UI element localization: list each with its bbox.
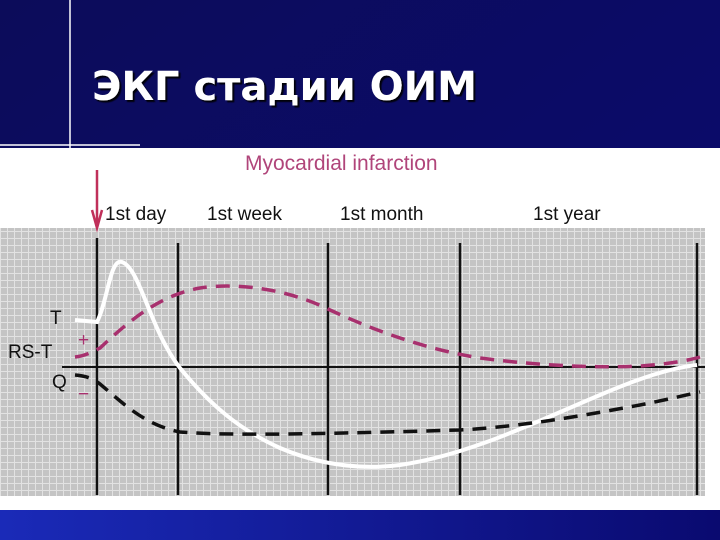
period-label: 1st year [533, 204, 601, 225]
curve-label: T [50, 308, 62, 329]
slide-title: ЭКГ стадии ОИМ [92, 64, 477, 110]
period-label: 1st month [340, 204, 423, 225]
grid-area [0, 228, 705, 496]
curve-label: RS-T [8, 342, 53, 363]
bottom-band [0, 510, 720, 540]
sign-label: − [78, 384, 89, 405]
period-label: 1st week [207, 204, 282, 225]
period-label: 1st day [105, 204, 167, 225]
sign-label: + [78, 330, 89, 351]
rst-segment-curve [74, 284, 701, 369]
q-wave-curve [74, 373, 701, 436]
curve-label: Q [52, 372, 67, 393]
t-wave-curve [74, 259, 698, 469]
onset-arrow [90, 170, 104, 233]
diagram-title: Myocardial infarction [245, 152, 438, 175]
